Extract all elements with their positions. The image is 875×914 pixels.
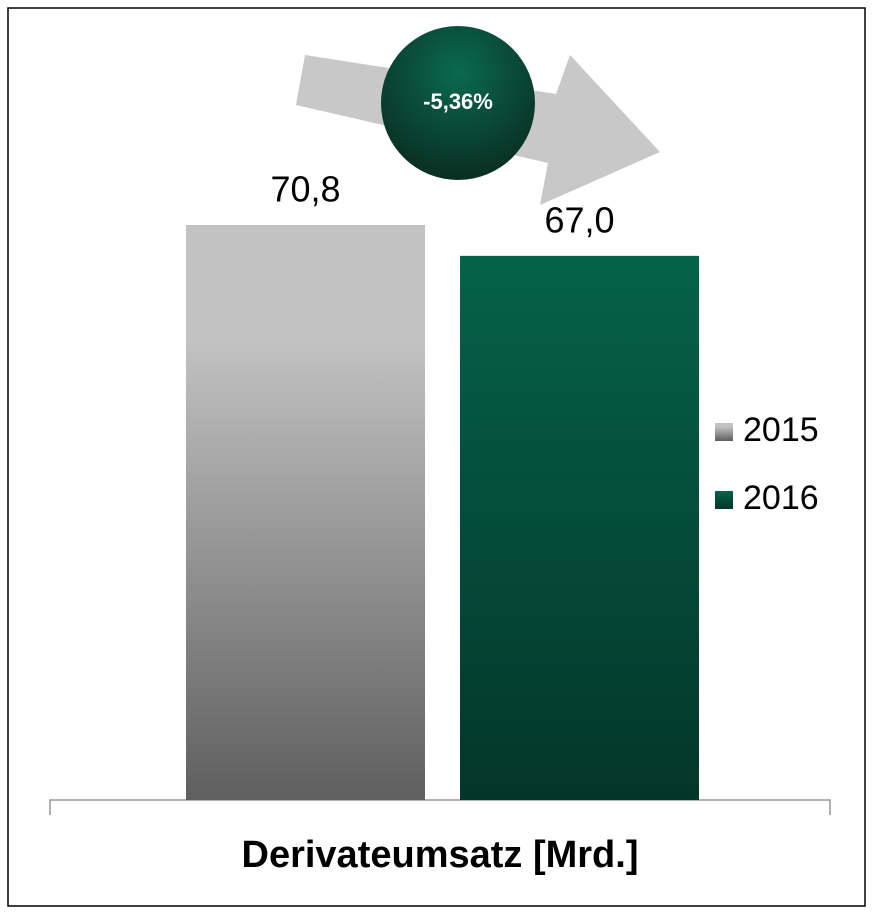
- legend-label: 2016: [743, 479, 819, 517]
- legend-swatch: [715, 423, 733, 441]
- change-badge: [381, 26, 535, 180]
- bar: [186, 225, 425, 800]
- legend-swatch: [715, 491, 733, 509]
- data-label: 67,0: [544, 199, 614, 240]
- bar: [460, 255, 699, 801]
- data-label: 70,8: [270, 169, 340, 210]
- legend-label: 2015: [743, 411, 819, 449]
- x-tick-label: Derivateumsatz [Mrd.]: [242, 834, 639, 876]
- x-axis: [49, 799, 831, 815]
- change-label: -5,36%: [423, 89, 493, 114]
